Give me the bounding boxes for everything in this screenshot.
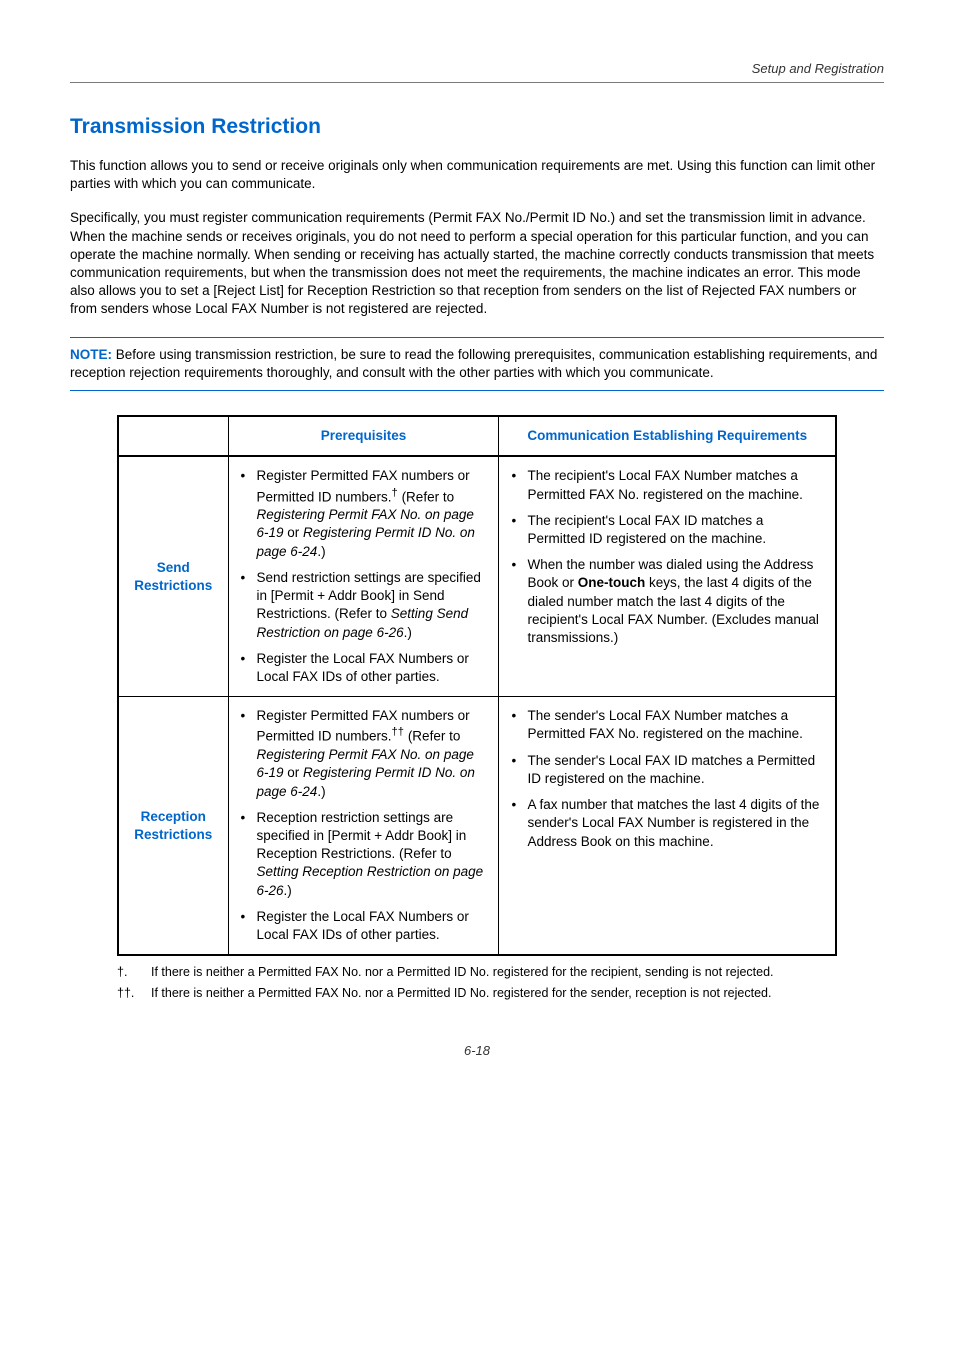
list-item: Register the Local FAX Numbers or Local …: [241, 908, 487, 944]
footnote-1-symbol: †.: [117, 964, 151, 981]
note-text: Before using transmission restriction, b…: [70, 347, 877, 380]
list-item: The sender's Local FAX Number matches a …: [511, 707, 823, 743]
list-item: A fax number that matches the last 4 dig…: [511, 796, 823, 851]
intro-paragraph-2: Specifically, you must register communic…: [70, 209, 884, 318]
footnote-2-text: If there is neither a Permitted FAX No. …: [151, 985, 771, 1002]
intro-paragraph-1: This function allows you to send or rece…: [70, 157, 884, 193]
table-header-prerequisites: Prerequisites: [228, 416, 499, 456]
footnote-1-text: If there is neither a Permitted FAX No. …: [151, 964, 774, 981]
list-item: Register Permitted FAX numbers or Permit…: [241, 467, 487, 561]
header-section: Setup and Registration: [752, 61, 884, 76]
table-row-reception: Reception Restrictions Register Permitte…: [118, 697, 836, 956]
footnote-2-symbol: ††.: [117, 985, 151, 1002]
row-label-reception: Reception Restrictions: [118, 697, 228, 956]
table-row-send: Send Restrictions Register Permitted FAX…: [118, 456, 836, 696]
cell-send-comm: The recipient's Local FAX Number matches…: [499, 456, 836, 696]
list-item: Register Permitted FAX numbers or Permit…: [241, 707, 487, 801]
list-item: The recipient's Local FAX ID matches a P…: [511, 512, 823, 548]
list-item: Send restriction settings are specified …: [241, 569, 487, 642]
cell-recv-comm: The sender's Local FAX Number matches a …: [499, 697, 836, 956]
list-item: Reception restriction settings are speci…: [241, 809, 487, 900]
requirements-table: Prerequisites Communication Establishing…: [117, 415, 837, 956]
note-label: NOTE:: [70, 347, 112, 362]
cell-send-prereq: Register Permitted FAX numbers or Permit…: [228, 456, 499, 696]
list-item: When the number was dialed using the Add…: [511, 556, 823, 647]
table-header-empty: [118, 416, 228, 456]
list-item: Register the Local FAX Numbers or Local …: [241, 650, 487, 686]
list-item: The sender's Local FAX ID matches a Perm…: [511, 752, 823, 788]
section-title: Transmission Restriction: [70, 113, 884, 141]
row-label-send: Send Restrictions: [118, 456, 228, 696]
list-item: The recipient's Local FAX Number matches…: [511, 467, 823, 503]
footnote-2: ††. If there is neither a Permitted FAX …: [117, 985, 837, 1002]
footnotes: †. If there is neither a Permitted FAX N…: [117, 964, 837, 1002]
page-number: 6-18: [70, 1042, 884, 1060]
table-header-communication: Communication Establishing Requirements: [499, 416, 836, 456]
footnote-1: †. If there is neither a Permitted FAX N…: [117, 964, 837, 981]
page-header: Setup and Registration: [70, 60, 884, 83]
cell-recv-prereq: Register Permitted FAX numbers or Permit…: [228, 697, 499, 956]
note-block: NOTE: Before using transmission restrict…: [70, 337, 884, 391]
